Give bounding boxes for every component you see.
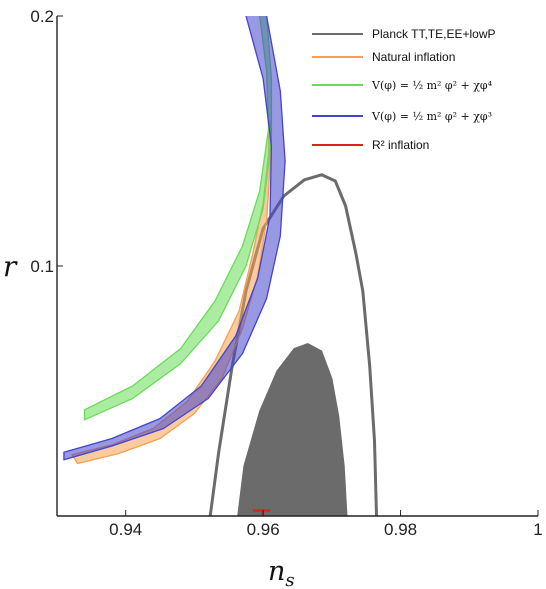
legend-label-planck: Planck TT,TE,EE+lowP [372, 27, 496, 41]
legend-item-planck: Planck TT,TE,EE+lowP [312, 27, 496, 41]
legend-item-r2: R² inflation [312, 138, 429, 152]
plot-area [63, 16, 378, 516]
legend-item-phi4: V(φ) = ½ m² φ² + χφ⁴ [312, 79, 493, 92]
y-tick-label-0: 0.1 [30, 257, 54, 276]
legend-label-phi3: V(φ) = ½ m² φ² + χφ³ [371, 110, 492, 123]
y-axis-title: r [3, 250, 18, 283]
legend-item-phi3: V(φ) = ½ m² φ² + χφ³ [312, 110, 492, 123]
x-tick-label-1: 0.96 [247, 520, 280, 539]
series-2-band [83, 16, 273, 421]
series-0-inner-contour [237, 342, 348, 516]
legend-label-r2: R² inflation [372, 138, 429, 152]
y-tick-label-1: 0.2 [30, 7, 54, 26]
x-axis-title: ns [268, 556, 295, 589]
legend-item-natural: Natural inflation [312, 50, 455, 64]
legend-label-phi4: V(φ) = ½ m² φ² + χφ⁴ [371, 79, 493, 92]
legend: Planck TT,TE,EE+lowP Natural inflation V… [312, 27, 496, 152]
series-3-band [63, 16, 286, 461]
x-tick-label-0: 0.94 [109, 520, 142, 539]
legend-label-natural: Natural inflation [372, 50, 455, 64]
x-tick-label-2: 0.98 [384, 520, 417, 539]
x-tick-label-3: 1 [533, 520, 542, 539]
ticks: 0.94 0.96 0.98 1 0.1 0.2 [30, 7, 542, 539]
